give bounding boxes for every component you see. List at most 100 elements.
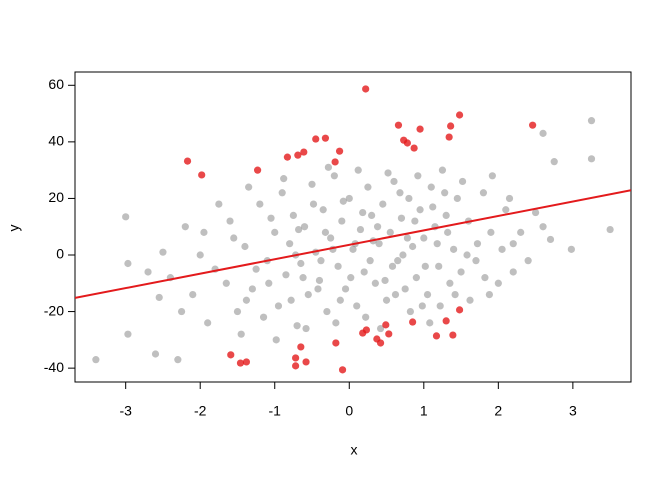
point — [362, 313, 370, 321]
point — [314, 285, 322, 293]
point — [308, 180, 316, 188]
point — [411, 217, 419, 225]
point — [300, 148, 308, 156]
point — [293, 322, 301, 330]
point — [353, 302, 361, 310]
point — [466, 296, 474, 304]
point — [267, 214, 275, 222]
point — [354, 166, 362, 174]
point — [446, 279, 454, 287]
point — [327, 234, 335, 242]
point — [317, 257, 325, 265]
point — [375, 240, 383, 248]
point — [265, 279, 273, 287]
point — [332, 319, 340, 327]
point — [174, 356, 182, 364]
point — [242, 358, 251, 366]
point — [606, 225, 614, 234]
point — [386, 228, 394, 236]
point — [177, 307, 186, 316]
point — [449, 331, 457, 339]
point — [414, 172, 422, 180]
point — [312, 135, 320, 143]
point — [274, 302, 283, 310]
point — [441, 189, 449, 197]
point — [282, 271, 290, 279]
point — [362, 85, 370, 93]
point — [222, 279, 230, 287]
point — [259, 313, 268, 321]
x-axis-label: x — [351, 442, 358, 458]
point — [330, 172, 338, 180]
point — [494, 279, 502, 287]
point — [227, 351, 235, 359]
point — [254, 166, 262, 174]
point — [347, 274, 355, 282]
point — [331, 158, 339, 166]
point — [418, 302, 426, 310]
point — [181, 223, 189, 231]
y-tick-label: 20 — [48, 189, 64, 205]
point — [463, 251, 471, 259]
point — [394, 257, 402, 265]
point — [204, 319, 212, 327]
point — [409, 318, 417, 326]
point — [335, 147, 344, 155]
y-tick-label: -20 — [44, 302, 64, 318]
y-tick-label: 40 — [48, 133, 64, 149]
point — [294, 225, 303, 234]
point — [155, 293, 163, 302]
point — [444, 228, 452, 236]
point — [433, 240, 441, 248]
point — [237, 330, 245, 338]
point — [241, 242, 249, 251]
point — [151, 350, 160, 358]
point — [215, 200, 223, 208]
point — [421, 262, 429, 270]
point — [92, 356, 100, 364]
x-tick-label: -1 — [269, 403, 282, 419]
point — [453, 194, 461, 203]
point — [323, 307, 331, 316]
point — [420, 234, 428, 242]
point — [278, 189, 286, 197]
point — [324, 163, 333, 171]
point — [509, 268, 517, 276]
point — [376, 339, 385, 347]
point — [405, 194, 413, 203]
point — [226, 217, 234, 225]
point — [479, 189, 488, 197]
point — [230, 234, 238, 242]
point — [373, 223, 382, 231]
point — [509, 240, 517, 248]
point — [280, 175, 288, 183]
point — [189, 291, 197, 299]
point — [345, 194, 353, 203]
point — [304, 291, 312, 299]
point — [587, 117, 596, 125]
point — [360, 268, 368, 276]
point — [233, 307, 242, 316]
point — [539, 223, 547, 231]
point — [385, 330, 393, 338]
point — [502, 206, 510, 214]
point — [338, 366, 347, 374]
point — [442, 211, 450, 220]
point — [416, 206, 424, 214]
point — [390, 177, 398, 186]
point — [567, 245, 575, 253]
point — [455, 306, 464, 314]
point — [539, 129, 547, 137]
x-tick-label: 0 — [345, 403, 353, 419]
point — [546, 235, 555, 244]
point — [379, 200, 387, 208]
point — [198, 171, 206, 179]
point — [300, 223, 309, 231]
point — [488, 172, 496, 180]
point — [427, 183, 435, 191]
point — [252, 265, 260, 273]
point — [245, 183, 253, 191]
x-tick-label: 1 — [420, 403, 428, 419]
point — [396, 189, 404, 197]
y-axis-label: y — [6, 225, 22, 232]
